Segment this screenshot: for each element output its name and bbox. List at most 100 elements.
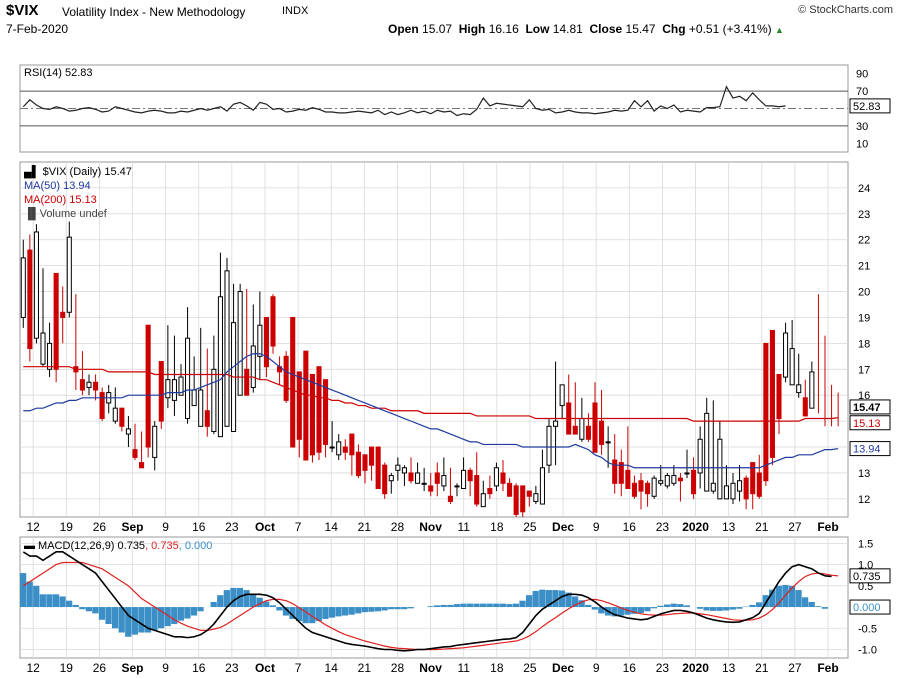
macd-histogram-bar — [223, 590, 230, 608]
macd-histogram-bar — [598, 607, 605, 614]
ma200-line — [23, 366, 839, 422]
macd-histogram-bar — [52, 594, 60, 608]
candle-body — [323, 379, 329, 445]
price-x-label: 9 — [162, 520, 169, 534]
macd-histogram-bar — [683, 605, 690, 608]
index-name: Volatility Index - New Methodology — [62, 5, 246, 19]
macd-histogram-bar — [506, 604, 513, 608]
candle-body — [342, 446, 348, 453]
rsi-tick-label: 70 — [856, 86, 868, 98]
price-x-label: 25 — [523, 520, 537, 534]
quote-date: 7-Feb-2020 — [6, 22, 69, 36]
price-x-label: 23 — [656, 520, 670, 534]
macd-histogram-bar — [486, 603, 493, 608]
candle-body — [441, 475, 447, 487]
macd-histogram-bar — [33, 585, 40, 608]
candle-body — [579, 418, 585, 440]
candle-body — [47, 342, 53, 370]
macd-histogram-bar — [72, 604, 79, 608]
macd-x-label: Oct — [255, 661, 275, 675]
candle-body — [638, 480, 644, 492]
candle-body — [428, 485, 434, 492]
candle-body — [434, 472, 440, 484]
macd-histogram-bar — [710, 607, 717, 611]
macd-histogram-bar — [164, 607, 171, 627]
hist-last-label: 0.000 — [853, 602, 881, 614]
macd-histogram-bar — [230, 587, 237, 608]
candle-body — [395, 464, 401, 471]
macd-histogram-bar — [769, 589, 776, 608]
candle-body — [723, 485, 729, 500]
high-value: 16.16 — [488, 22, 519, 36]
macd-histogram-bar — [59, 596, 66, 608]
price-x-label: 11 — [457, 520, 470, 534]
macd-last-label-box — [849, 568, 891, 584]
price-x-label: 7 — [295, 520, 302, 534]
candle-body — [217, 296, 223, 438]
candle-body — [27, 249, 33, 350]
price-tick-label: 23 — [858, 209, 870, 221]
macd-x-label: 18 — [490, 661, 504, 675]
macd-histogram-bar — [558, 590, 566, 608]
candle-body — [796, 384, 802, 394]
macd-histogram-bar — [716, 607, 723, 611]
candle-body — [362, 454, 368, 471]
macd-histogram-bar — [532, 590, 539, 608]
macd-histogram-bar — [657, 605, 664, 608]
macd-histogram-bar — [427, 606, 434, 608]
macd-histogram-bar — [572, 596, 579, 608]
candle-body — [539, 467, 545, 505]
macd-histogram-bar — [788, 585, 796, 608]
macd-histogram-bar — [355, 607, 362, 614]
price-x-label: 23 — [225, 520, 239, 534]
macd-histogram-bar — [723, 607, 730, 611]
macd-tick-label: 1.5 — [858, 538, 873, 550]
macd-x-label: Dec — [552, 661, 574, 675]
macd-histogram-bar — [381, 607, 388, 611]
macd-histogram-bar — [361, 607, 368, 613]
low-value: 14.81 — [552, 22, 583, 36]
hist-last-label-box — [849, 599, 891, 615]
macd-histogram-bar — [453, 604, 460, 608]
rsi-tick-label: 90 — [856, 69, 868, 81]
macd-histogram-bar — [460, 603, 467, 608]
macd-histogram-bar — [289, 607, 296, 619]
macd-histogram-bar — [394, 607, 401, 610]
candle-body — [125, 428, 131, 435]
macd-histogram-bar — [348, 607, 355, 615]
macd-histogram-bar — [585, 604, 592, 608]
candle-body — [776, 373, 782, 420]
macd-histogram-bar — [282, 607, 290, 616]
rsi-last-box — [849, 98, 891, 114]
macd-histogram-bar — [499, 603, 506, 608]
macd-histogram-bar — [447, 604, 454, 608]
macd-x-label: 23 — [225, 661, 239, 675]
candle-body — [507, 482, 513, 497]
macd-legend-part: ▬ MACD(12,26,9) 0.735 — [24, 540, 145, 552]
macd-histogram-bar — [125, 607, 132, 637]
candle-body — [375, 446, 381, 489]
candle-body — [454, 485, 460, 488]
macd-x-label: Feb — [817, 661, 838, 675]
candle-body — [599, 420, 605, 445]
macd-x-label: 23 — [656, 661, 670, 675]
macd-legend-part: , 0.000 — [179, 540, 213, 552]
up-arrow-icon: ▲ — [774, 25, 784, 35]
candle-body — [533, 493, 539, 502]
macd-last-label: 0.735 — [853, 571, 881, 583]
macd-histogram-bar — [302, 607, 309, 624]
candle-body — [369, 446, 375, 466]
candle-body — [86, 381, 92, 388]
candle-body — [467, 469, 473, 482]
candle-body — [99, 392, 105, 420]
candle-body — [283, 355, 289, 401]
price-x-label: Feb — [817, 520, 838, 534]
high-label: High — [458, 22, 486, 36]
candle-body — [33, 231, 39, 339]
close-label: Close — [589, 22, 623, 36]
macd-histogram-bar — [374, 607, 382, 612]
macd-legend-part: , 0.735 — [145, 540, 179, 552]
candle-body — [697, 438, 703, 474]
macd-x-label: 16 — [192, 661, 206, 675]
candle-body — [198, 389, 204, 427]
